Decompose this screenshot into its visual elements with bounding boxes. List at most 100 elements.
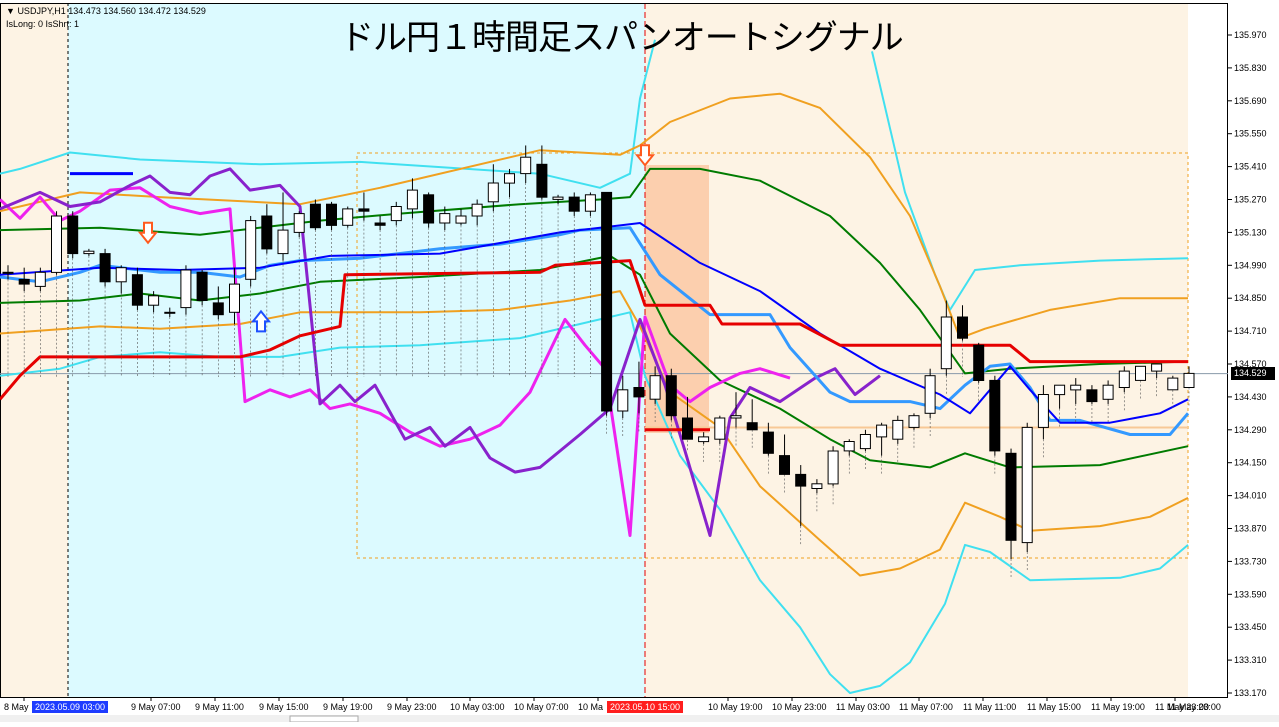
chart-title: ドル円１時間足スパンオートシグナル	[340, 18, 904, 58]
candle-body	[940, 316, 952, 370]
candle-body	[827, 450, 839, 485]
collapse-triangle-icon[interactable]: ▼	[6, 6, 15, 16]
candle-body	[811, 483, 823, 489]
candle-body	[455, 215, 467, 224]
y-tick-label: 134.430	[1234, 392, 1267, 402]
candle-body	[196, 271, 208, 301]
x-tick-label: 9 May 19:00	[323, 702, 373, 712]
candle-body	[520, 156, 532, 175]
candle-body	[2, 271, 14, 274]
y-tick-label: 134.290	[1234, 425, 1267, 435]
y-tick-label: 134.570	[1234, 359, 1267, 369]
x-tick-label: 11 May 23:00	[1155, 702, 1209, 712]
candle-body	[261, 215, 273, 250]
x-tick-label: 10 Ma	[578, 702, 603, 712]
x-tick-label: 11 May 03:00	[836, 702, 890, 712]
candle-body	[18, 278, 30, 285]
candle-body	[1118, 370, 1130, 389]
y-tick-label: 133.170	[1234, 688, 1267, 698]
candle-body	[730, 415, 742, 419]
candle-body	[633, 387, 645, 398]
y-tick-label: 134.850	[1234, 293, 1267, 303]
candle-body	[552, 196, 564, 200]
candle-body	[957, 316, 968, 339]
candle-body	[390, 206, 402, 222]
x-tick-label: 9 May 11:00	[195, 702, 244, 712]
x-tick-label: 11 May 19:00	[1091, 702, 1145, 712]
y-tick-label: 133.870	[1234, 524, 1267, 534]
range-box	[356, 152, 1189, 559]
y-tick-label: 135.410	[1234, 162, 1267, 172]
x-tick-label-last: 11 May 23:00	[1167, 702, 1221, 712]
candle-body	[34, 271, 46, 287]
candle-body	[326, 203, 337, 226]
x-tick-label: 11 May 15:00	[1027, 702, 1081, 712]
background-zone-margin	[1188, 3, 1228, 698]
x-tick-label: 9 May 15:00	[259, 702, 309, 712]
y-tick-label: 133.310	[1234, 655, 1267, 665]
background-zone-peach	[645, 3, 1188, 698]
current-price-label: 134.529	[1231, 367, 1275, 380]
candle-body	[277, 229, 289, 255]
candle-body	[536, 163, 548, 198]
time-tag-right: 2023.05.10 15:00	[607, 701, 684, 713]
candle-body	[471, 203, 483, 217]
candle-body	[1070, 384, 1082, 391]
candle-body	[568, 196, 580, 212]
symbol-line: USDJPY,H1 134.473 134.560 134.472 134.52…	[17, 6, 206, 16]
y-tick-label: 135.970	[1234, 30, 1267, 40]
candle-body	[1005, 452, 1017, 541]
y-tick-label: 134.710	[1234, 326, 1267, 336]
oscillator-purple	[0, 167, 881, 537]
candle-body	[859, 434, 871, 450]
candle-body	[876, 424, 888, 438]
x-tick-label: 10 May 03:00	[450, 702, 505, 712]
y-tick-label: 134.150	[1234, 458, 1267, 468]
candle-body	[67, 215, 79, 255]
candle-body	[1021, 426, 1033, 544]
candle-body	[665, 375, 677, 417]
sell-signal-arrow-icon	[634, 144, 656, 167]
x-tick-label: 9 May 07:00	[131, 702, 181, 712]
candle-body	[164, 311, 176, 314]
candle-body	[212, 302, 224, 316]
x-tick-label: 11 May 11:00	[963, 702, 1016, 712]
candle-body	[1086, 389, 1098, 403]
candle-body	[180, 269, 192, 309]
buy-signal-arrow-icon	[250, 309, 272, 333]
y-tick-label: 134.010	[1234, 491, 1267, 501]
candle-body	[682, 417, 693, 440]
candle-body	[1037, 394, 1049, 428]
y-tick-label: 134.990	[1234, 260, 1267, 270]
sell-signal-arrow-icon	[137, 221, 159, 245]
x-tick-label: 9 May 23:00	[387, 702, 437, 712]
tab-strip	[0, 715, 1279, 722]
candle-body	[1054, 384, 1066, 396]
candle-body	[487, 182, 499, 203]
y-tick-label: 135.270	[1234, 195, 1267, 205]
candle-body	[374, 222, 386, 226]
line-red-step	[0, 259, 1188, 401]
time-tag-left: 2023.05.09 03:00	[32, 701, 109, 713]
candle-body	[358, 208, 370, 212]
candle-body	[617, 389, 629, 412]
candle-body	[795, 473, 807, 487]
chart-tab	[289, 715, 359, 723]
x-tick-label: 10 May 23:00	[772, 702, 827, 712]
candle-body	[115, 267, 127, 283]
band-upper-orange	[0, 92, 1188, 340]
candle-body	[1167, 377, 1179, 391]
candle-body	[83, 250, 95, 255]
candle-body	[584, 194, 596, 212]
candle-body	[924, 375, 936, 414]
candle-body	[148, 295, 160, 306]
candle-body	[892, 419, 904, 440]
candle-body	[843, 441, 855, 452]
y-tick-label: 133.590	[1234, 589, 1267, 599]
candle-body	[989, 379, 1001, 452]
y-tick-label: 135.830	[1234, 63, 1267, 73]
candle-body	[229, 283, 240, 313]
x-tick-label: 10 May 19:00	[708, 702, 763, 712]
